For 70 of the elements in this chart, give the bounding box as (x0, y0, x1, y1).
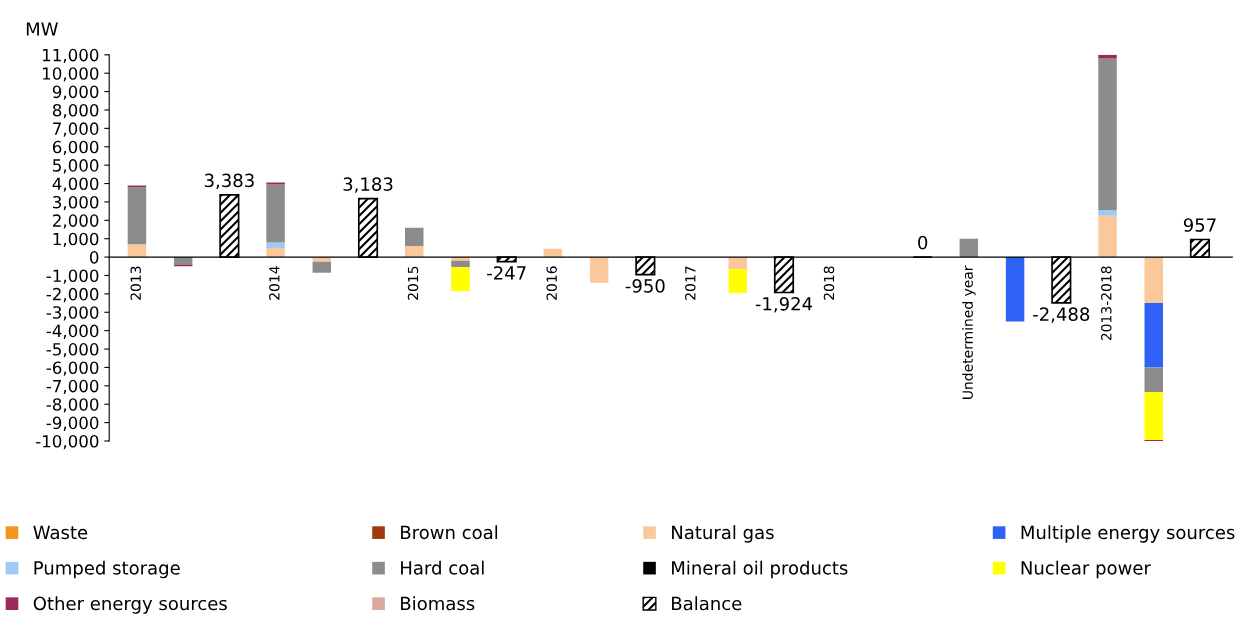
bar (728, 269, 748, 293)
y-tick-label: 9,000 (52, 85, 99, 100)
bar (266, 242, 285, 248)
x-tick-label: 2016 (546, 266, 557, 300)
y-tick-label: -9,000 (46, 416, 99, 431)
bar (1098, 210, 1117, 216)
legend-label: Biomass (401, 596, 475, 611)
y-tick-label: -10,000 (35, 434, 99, 450)
y-tick-label: -1,000 (46, 269, 99, 284)
data-label: -1,924 (755, 296, 813, 313)
y-tick-label: 11,000 (43, 48, 99, 64)
legend-label: Hard coal (401, 560, 484, 575)
bar (127, 244, 147, 258)
data-label: -2,488 (1033, 307, 1090, 323)
bar (1005, 257, 1025, 322)
y-tick-label: 5,000 (53, 159, 99, 174)
data-label: 3,183 (343, 177, 393, 193)
y-tick-label: 3,000 (53, 195, 99, 211)
data-label: 957 (1183, 218, 1216, 232)
y-tick-label: 0 (89, 251, 99, 264)
y-tick-label: -4,000 (46, 324, 99, 339)
bar (1144, 257, 1163, 304)
y-tick-label: -2,000 (46, 287, 99, 303)
legend-label: Balance (672, 596, 742, 611)
legend-label: Mineral oil products (672, 560, 848, 579)
bar (1144, 392, 1163, 441)
bar (451, 267, 470, 292)
y-tick-label: -8,000 (46, 398, 99, 413)
data-label: 0 (918, 235, 928, 250)
bar (127, 187, 147, 245)
x-tick-label: 2013 (130, 266, 141, 300)
x-tick-label: 2013-2018 (1101, 266, 1112, 341)
y-tick-label: 10,000 (43, 67, 99, 82)
x-tick-label: 2017 (685, 266, 696, 300)
legend-label: Pumped storage (34, 560, 180, 579)
bar (959, 238, 979, 258)
bar (1144, 303, 1163, 368)
y-tick-label: -7,000 (46, 379, 99, 395)
bar (312, 261, 332, 273)
legend-label: Natural gas (672, 525, 774, 543)
x-tick-label: 2015 (407, 266, 419, 300)
data-label: -950 (625, 279, 665, 293)
x-tick-label: 2014 (269, 266, 280, 300)
y-tick-label: 6,000 (52, 140, 99, 156)
legend-label: Waste (33, 525, 88, 540)
x-tick-label: 2018 (823, 266, 835, 300)
bar (266, 184, 285, 243)
legend-label: Brown coal (401, 525, 498, 540)
y-tick-label: 4,000 (52, 177, 99, 192)
y-tick-label: 8,000 (52, 103, 99, 119)
bar (1144, 367, 1163, 393)
data-label: -247 (487, 266, 526, 280)
legend-label: Nuclear power (1021, 560, 1151, 579)
legend-label: Multiple energy sources (1021, 525, 1235, 543)
y-tick-label: 1,000 (53, 232, 99, 247)
legend-label: Other energy sources (33, 596, 227, 614)
y-tick-label: 7,000 (53, 122, 99, 137)
y-tick-label: -5,000 (46, 343, 99, 358)
x-tick-label: Undetermined year (962, 265, 976, 399)
bar (589, 257, 609, 283)
bar (728, 257, 748, 270)
y-tick-label: -3,000 (46, 306, 99, 321)
bar (405, 227, 424, 247)
bar (1098, 58, 1117, 211)
y-tick-label: 2,000 (52, 214, 99, 229)
bar (451, 260, 470, 268)
bar (1098, 215, 1117, 258)
y-tick-label: -6,000 (46, 361, 99, 376)
y-axis-title: MW (26, 22, 58, 36)
data-label: 3,383 (204, 173, 254, 190)
